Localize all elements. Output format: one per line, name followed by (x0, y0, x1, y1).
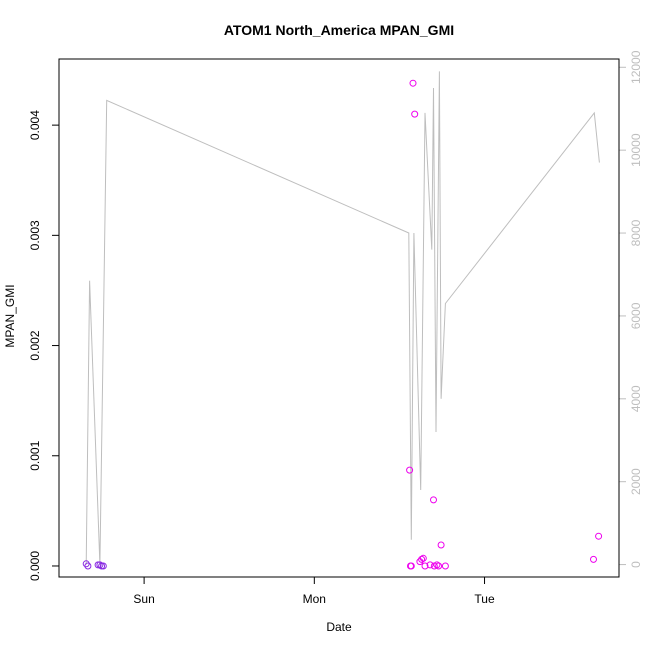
y2-tick-label: 2000 (629, 468, 643, 495)
x-tick-label: Sun (133, 592, 154, 606)
data-point (406, 466, 414, 474)
data-point (437, 541, 445, 549)
x-tick-label: Tue (474, 592, 495, 606)
y2-tick-label: 10000 (629, 133, 643, 167)
y2-tick-label: 8000 (629, 219, 643, 246)
data-point (419, 554, 427, 562)
data-point (96, 561, 104, 569)
data-point (407, 562, 415, 570)
line-layer (85, 71, 600, 565)
y-tick-label: 0.001 (28, 440, 42, 470)
points-layer (82, 79, 603, 570)
data-point (84, 562, 92, 570)
data-point (409, 79, 417, 87)
plot-frame (58, 58, 620, 578)
data-point (435, 562, 443, 570)
y2-tick-label: 12000 (629, 50, 643, 84)
y-axis-label: MPAN_GMI (3, 284, 17, 347)
y-tick-label: 0.003 (28, 220, 42, 250)
data-point (430, 496, 437, 504)
y2-tick-label: 0 (629, 561, 643, 568)
y-tick-label: 0.002 (28, 330, 42, 360)
data-point (418, 555, 426, 563)
data-point (595, 532, 603, 540)
x-tick-label: Mon (303, 592, 326, 606)
data-point (421, 562, 429, 570)
y2-tick-label: 6000 (629, 302, 643, 329)
y-tick-label: 0.000 (28, 551, 42, 581)
series-line (85, 71, 600, 565)
data-point (411, 110, 419, 118)
data-point (82, 560, 90, 568)
y-tick-label: 0.004 (28, 110, 42, 140)
data-point (590, 555, 597, 563)
data-point (99, 562, 107, 570)
ticks-layer: Sun Mon Tue 0.000 0.001 0.002 0.003 0.004 0 2000 4… (28, 50, 643, 606)
data-point (426, 561, 434, 569)
data-point (433, 561, 441, 569)
x-axis-label: Date (326, 620, 352, 634)
data-point (441, 562, 449, 570)
y2-tick-label: 4000 (629, 385, 643, 412)
chart-title: ATOM1 North_America MPAN_GMI (224, 22, 454, 38)
